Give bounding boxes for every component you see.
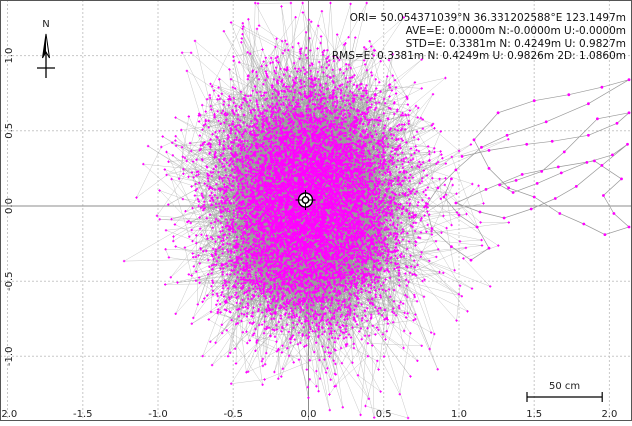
outlier-data-point bbox=[436, 186, 440, 190]
outlier-data-point bbox=[484, 188, 488, 191]
outlier-data-point bbox=[611, 153, 614, 157]
outlier-data-point bbox=[532, 99, 536, 103]
info-average-line: AVE=E: 0.0000m N:-0.0000m U:-0.0000m bbox=[406, 25, 626, 37]
outlier-data-point bbox=[487, 246, 491, 250]
scale-bar-label: 50 cm bbox=[549, 381, 580, 392]
scale-bar: 50 cm bbox=[526, 381, 603, 402]
outlier-data-point bbox=[587, 102, 590, 106]
x-tick-label: -1.5 bbox=[73, 409, 93, 420]
north-arrow-icon: N bbox=[37, 19, 55, 78]
x-tick-label: 2.0 bbox=[601, 409, 617, 420]
outlier-data-point bbox=[514, 179, 518, 182]
outlier-data-point bbox=[460, 155, 464, 158]
outlier-data-point bbox=[620, 177, 623, 181]
outlier-data-point bbox=[424, 204, 428, 208]
outlier-data-point bbox=[627, 78, 631, 82]
outlier-data-point bbox=[442, 195, 446, 199]
outlier-data-point bbox=[487, 167, 491, 170]
outlier-data-point bbox=[430, 227, 434, 230]
outlier-data-point bbox=[507, 186, 510, 190]
x-tick-label: -2.0 bbox=[0, 409, 17, 420]
outlier-data-point bbox=[585, 161, 589, 164]
info-rms-line: RMS=E: 0.3381m N: 0.4249m U: 0.9826m 2D:… bbox=[332, 50, 626, 62]
main-data-points bbox=[122, 1, 510, 420]
outlier-data-point bbox=[587, 133, 590, 137]
x-tick-label: 0.5 bbox=[376, 409, 392, 420]
outlier-data-point bbox=[567, 93, 571, 97]
outlier-data-point bbox=[535, 182, 539, 185]
y-tick-label: 1.0 bbox=[4, 48, 15, 64]
outlier-data-point bbox=[498, 183, 501, 187]
outlier-data-point bbox=[520, 173, 524, 176]
info-std-line: STD=E: 0.3381m N: 0.4249m U: 0.9827m bbox=[406, 38, 626, 50]
outlier-data-point bbox=[556, 165, 560, 169]
origin-inner-dot bbox=[301, 196, 310, 204]
outlier-data-point bbox=[550, 139, 554, 143]
outlier-data-point bbox=[593, 159, 596, 163]
outlier-data-point bbox=[553, 197, 557, 200]
outlier-data-point bbox=[558, 212, 562, 215]
outlier-data-point bbox=[454, 168, 458, 172]
north-arrow-head-shade bbox=[42, 34, 46, 58]
outlier-data-point bbox=[562, 150, 566, 154]
outlier-data-point bbox=[478, 210, 482, 214]
outlier-data-point bbox=[529, 207, 533, 211]
outlier-data-point bbox=[450, 177, 453, 181]
y-tick-label: -0.5 bbox=[4, 271, 15, 291]
x-tick-label: -1.0 bbox=[148, 409, 168, 420]
outlier-data-point bbox=[612, 212, 616, 215]
statistics-info-block: ORI= 50.054371039°N 36.331202588°E 123.1… bbox=[332, 12, 626, 62]
outlier-data-point bbox=[480, 145, 483, 149]
x-tick-label: 1.5 bbox=[526, 409, 542, 420]
outlier-data-point bbox=[540, 170, 544, 173]
position-points bbox=[122, 1, 631, 420]
crosshair-circle-icon bbox=[295, 190, 316, 210]
outlier-data-point bbox=[525, 142, 529, 146]
outlier-data-point bbox=[559, 171, 563, 175]
north-label: N bbox=[42, 19, 49, 30]
outlier-data-point bbox=[472, 138, 476, 142]
outlier-data-point bbox=[602, 194, 605, 197]
y-tick-label: 0.0 bbox=[4, 198, 15, 214]
x-tick-label: 0.0 bbox=[301, 409, 317, 420]
outlier-data-point bbox=[600, 85, 604, 89]
x-tick-label: -0.5 bbox=[223, 409, 243, 420]
axis-tick-labels: -2.0 -1.5 -1.0 -0.5 0.0 0.5 1.0 1.5 2.0 -1.0 -0.5 0… bbox=[0, 48, 617, 420]
outlier-data-point bbox=[544, 120, 548, 124]
x-tick-label: 1.0 bbox=[451, 409, 467, 420]
outlier-data-point bbox=[600, 164, 604, 167]
outlier-data-point bbox=[457, 213, 461, 217]
outlier-data-point bbox=[627, 225, 631, 229]
y-tick-label: -1.0 bbox=[4, 347, 15, 367]
info-origin-line: ORI= 50.054371039°N 36.331202588°E 123.1… bbox=[350, 12, 626, 24]
outlier-data-point bbox=[487, 149, 491, 152]
outlier-data-point bbox=[532, 195, 536, 199]
outlier-data-point bbox=[615, 121, 619, 125]
outlier-data-point bbox=[454, 201, 458, 205]
outlier-data-point bbox=[469, 258, 473, 262]
outlier-data-point bbox=[574, 185, 578, 188]
outlier-data-point bbox=[603, 233, 607, 237]
outlier-data-point bbox=[626, 142, 629, 146]
outlier-data-point bbox=[496, 111, 500, 115]
outlier-data-point bbox=[502, 216, 506, 220]
outlier-data-point bbox=[505, 133, 509, 137]
y-tick-label: 0.5 bbox=[4, 123, 15, 139]
outlier-track-line bbox=[425, 79, 631, 261]
outlier-data-point bbox=[596, 117, 599, 121]
outlier-data-point bbox=[582, 222, 586, 226]
outlier-data-point bbox=[627, 111, 631, 115]
outlier-data-point bbox=[450, 245, 453, 249]
outlier-data-point bbox=[475, 225, 479, 229]
outlier-data-point bbox=[511, 191, 515, 194]
